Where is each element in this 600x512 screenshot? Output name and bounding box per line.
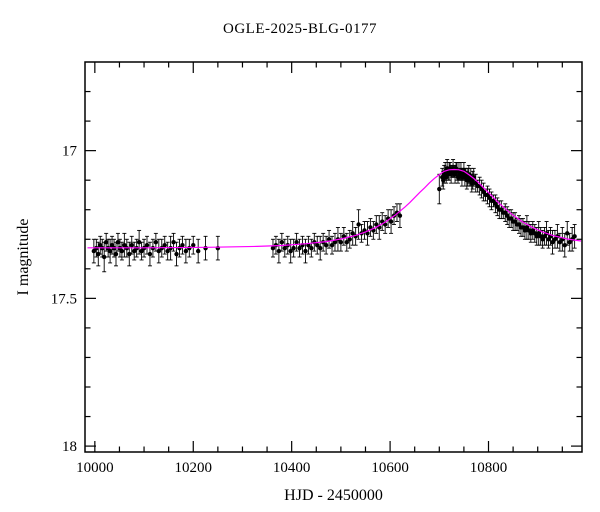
svg-text:10000: 10000: [76, 460, 114, 476]
x-axis-label: HJD - 2450000: [284, 487, 383, 504]
svg-text:10400: 10400: [273, 460, 311, 476]
svg-text:17: 17: [62, 144, 78, 160]
svg-text:18: 18: [62, 439, 77, 455]
plot-title: OGLE-2025-BLG-0177: [223, 21, 377, 37]
svg-text:17.5: 17.5: [51, 291, 77, 307]
svg-text:10800: 10800: [470, 460, 508, 476]
svg-text:10200: 10200: [175, 460, 213, 476]
svg-text:10600: 10600: [371, 460, 409, 476]
